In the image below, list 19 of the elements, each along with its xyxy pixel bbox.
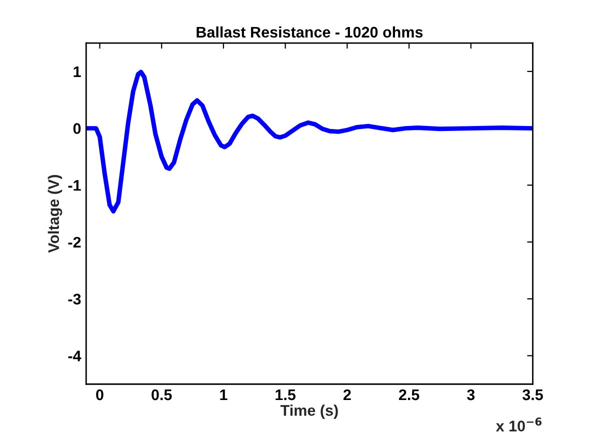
x-tick-label: 3.5 — [522, 389, 543, 400]
x-tick-label: 3 — [467, 389, 475, 400]
chart-title: Ballast Resistance - 1020 ohms — [196, 26, 423, 38]
x-tick-label: 0.5 — [152, 389, 172, 400]
y-tick-label: 0 — [73, 123, 81, 134]
x-tick-label: 2.5 — [398, 389, 420, 400]
y-tick-label: 1 — [74, 66, 81, 77]
x-axis-title: Time (s) — [280, 404, 338, 419]
y-axis-title: Voltage (V) — [48, 175, 62, 253]
x-tick-label: 1.5 — [276, 390, 296, 400]
x-tick-label: 2 — [343, 389, 351, 400]
text: x 10$^{−6}$ — [496, 418, 542, 432]
line-series — [86, 70, 533, 214]
y-tick-label: -1 — [68, 180, 81, 191]
x-tick-label: 1 — [220, 390, 228, 400]
y-tick-label: -2 — [68, 236, 81, 248]
y-tick-label: -3 — [68, 294, 81, 305]
x-tick-label: 0 — [96, 389, 104, 400]
y-tick-label: -4 — [68, 350, 82, 362]
